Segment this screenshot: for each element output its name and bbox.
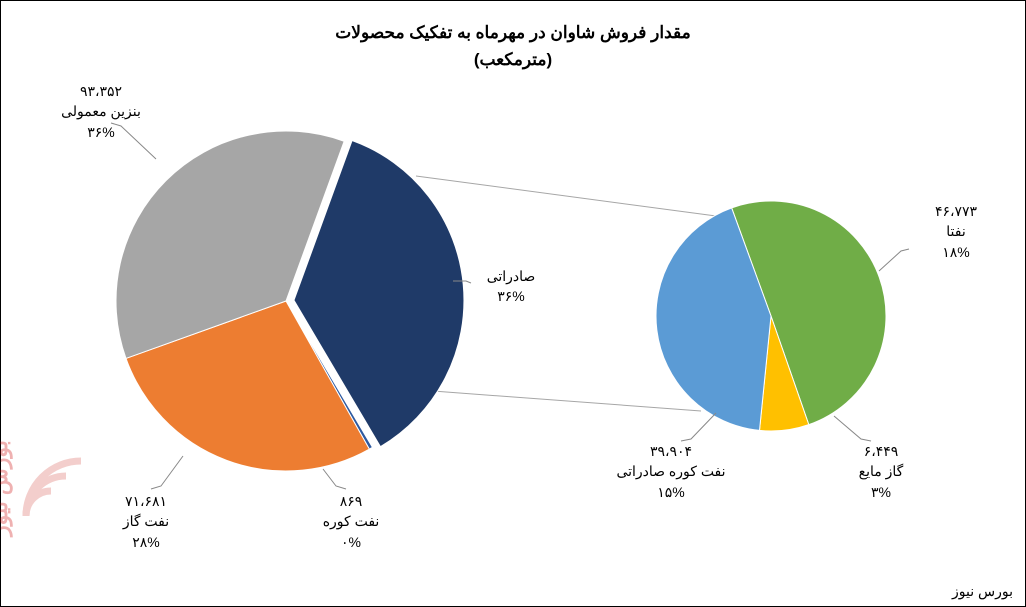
watermark-text: بورس نیوز <box>0 440 13 536</box>
leader-lines <box>1 91 1026 571</box>
watermark-logo <box>21 456 111 526</box>
title-line1: مقدار فروش شاوان در مهرماه به تفکیک محصو… <box>1 19 1025 46</box>
footer-source: بورس نیوز <box>952 583 1013 600</box>
chart-title: مقدار فروش شاوان در مهرماه به تفکیک محصو… <box>1 1 1025 73</box>
title-line2: (مترمکعب) <box>1 46 1025 73</box>
chart-area: صادراتی ۳۶% ۸۶۹ نفت کوره ۰% ۷۱،۶۸۱ نفت گ… <box>1 91 1026 571</box>
